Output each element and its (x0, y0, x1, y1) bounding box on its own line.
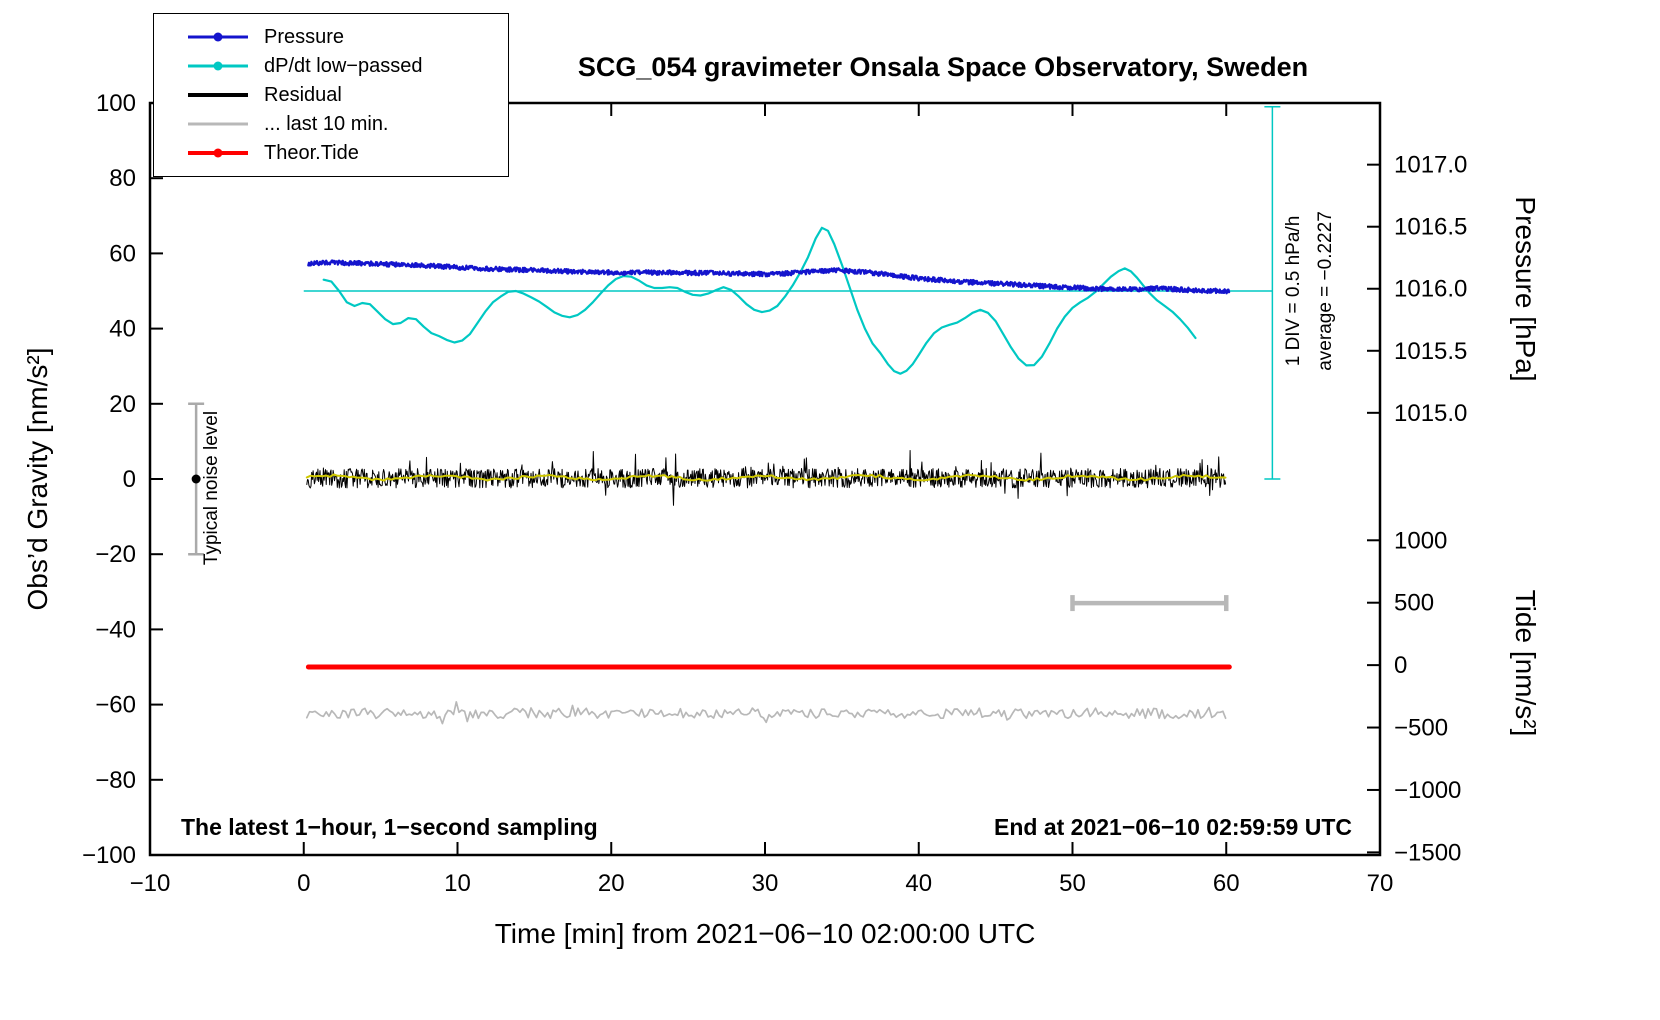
svg-text:60: 60 (1213, 870, 1240, 897)
y-axis-label-gravity: Obs’d Gravity [nm/s²] (22, 347, 53, 611)
legend-line-sample (188, 60, 248, 72)
svg-text:−1000: −1000 (1394, 777, 1461, 804)
ten-minute-scale-bar (1070, 595, 1229, 612)
legend-item: Pressure (188, 26, 492, 48)
svg-text:−500: −500 (1394, 715, 1448, 742)
svg-text:60: 60 (109, 240, 136, 267)
svg-text:50: 50 (1059, 870, 1086, 897)
legend-marker-dot (213, 32, 223, 42)
svg-text:100: 100 (96, 90, 136, 117)
svg-text:20: 20 (109, 391, 136, 418)
average-label: average = −0.2227 (1315, 211, 1336, 371)
series-pressure (307, 259, 1231, 295)
svg-text:20: 20 (598, 870, 625, 897)
svg-text:−60: −60 (95, 692, 136, 719)
legend-line-sample (188, 31, 248, 43)
series-residual (306, 450, 1227, 506)
div-scale-label: 1 DIV = 0.5 hPa/h (1283, 215, 1304, 367)
legend-item-label: dP/dt low−passed (264, 54, 423, 77)
series--last-10-min- (305, 701, 1227, 725)
svg-text:40: 40 (109, 316, 136, 343)
svg-text:10: 10 (444, 870, 471, 897)
svg-text:80: 80 (109, 165, 136, 192)
sampling-note: The latest 1−hour, 1−second sampling (181, 814, 598, 840)
legend-line-sample (188, 147, 248, 159)
svg-text:40: 40 (905, 870, 932, 897)
legend-marker-dot (213, 148, 223, 158)
svg-text:1000: 1000 (1394, 527, 1447, 554)
svg-text:−1500: −1500 (1394, 839, 1461, 866)
svg-text:0: 0 (1394, 652, 1407, 679)
end-time-note: End at 2021−06−10 02:59:59 UTC (994, 814, 1352, 840)
series-dp-dt-low-passed (322, 226, 1197, 375)
svg-text:1016.0: 1016.0 (1394, 276, 1467, 303)
legend-item: Theor.Tide (188, 142, 492, 164)
svg-text:−40: −40 (95, 616, 136, 643)
legend-item: dP/dt low−passed (188, 55, 492, 77)
noise-level-dot (191, 474, 201, 484)
svg-text:0: 0 (297, 870, 310, 897)
axis-tick-labels: −10 0 10 20 30 40 50 60 70−100−80−60−40−20020406… (82, 90, 1467, 897)
svg-text:1017.0: 1017.0 (1394, 152, 1467, 179)
legend-item-label: Residual (264, 83, 342, 106)
legend: Pressure dP/dt low−passed Residual ... last… (153, 13, 509, 177)
legend-item-label: ... last 10 min. (264, 112, 389, 135)
legend-item: ... last 10 min. (188, 113, 492, 135)
legend-item-label: Theor.Tide (264, 141, 359, 164)
svg-text:0: 0 (123, 466, 136, 493)
svg-text:−80: −80 (95, 767, 136, 794)
legend-marker-dot (213, 61, 223, 71)
svg-text:70: 70 (1367, 870, 1394, 897)
svg-text:−100: −100 (82, 842, 136, 869)
svg-text:1015.5: 1015.5 (1394, 338, 1467, 365)
svg-text:−10: −10 (130, 870, 171, 897)
chart-title: SCG_054 gravimeter Onsala Space Observat… (577, 52, 1309, 82)
legend-line-sample (188, 89, 248, 101)
noise-level-label: Typical noise level (201, 410, 222, 566)
legend-item: Residual (188, 84, 492, 106)
svg-text:30: 30 (752, 870, 779, 897)
svg-text:1016.5: 1016.5 (1394, 214, 1467, 241)
svg-text:500: 500 (1394, 590, 1434, 617)
x-axis-label: Time [min] from 2021−06−10 02:00:00 UTC (494, 918, 1036, 949)
legend-line-sample (188, 118, 248, 130)
svg-text:1015.0: 1015.0 (1394, 400, 1467, 427)
y-axis-label-tide: Tide [nm/s²] (1510, 589, 1541, 737)
series-residual-low-passed (305, 473, 1227, 482)
y-axis-label-pressure: Pressure [hPa] (1510, 196, 1541, 382)
div-scale-marker (1264, 106, 1281, 480)
svg-text:−20: −20 (95, 541, 136, 568)
legend-item-label: Pressure (264, 25, 345, 48)
